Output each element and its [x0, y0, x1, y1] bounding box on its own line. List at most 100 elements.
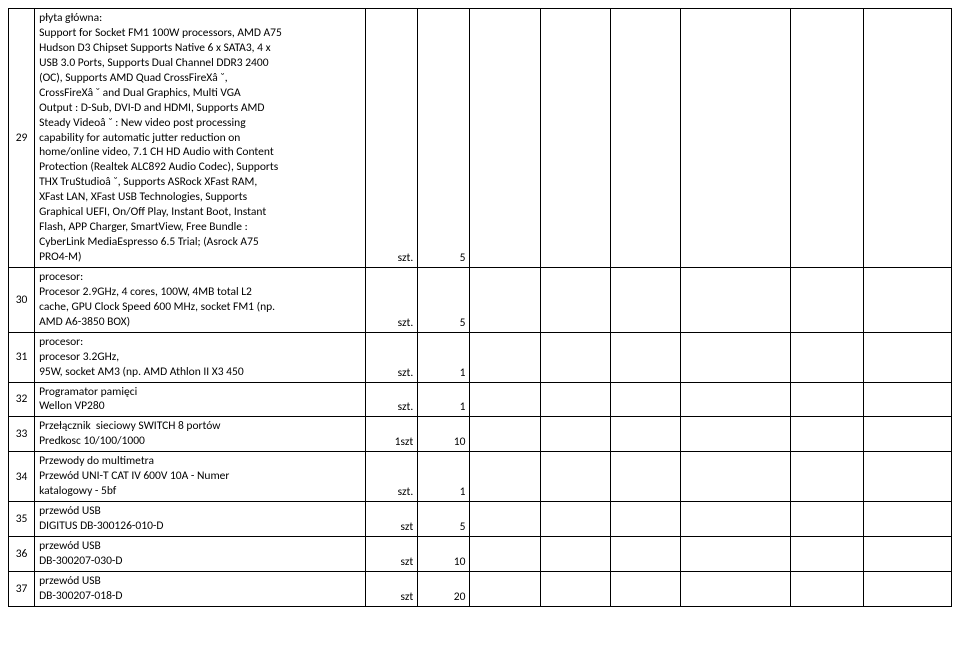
empty-cell	[791, 9, 863, 268]
row-number: 30	[9, 267, 35, 332]
empty-cell	[863, 9, 951, 268]
description-text: przewód USB DB-300207-030-D	[39, 539, 361, 569]
empty-cell	[610, 267, 680, 332]
row-unit: szt	[366, 536, 418, 571]
empty-cell	[610, 571, 680, 606]
empty-cell	[791, 452, 863, 502]
row-qty: 5	[418, 9, 470, 268]
row-unit: 1szt	[366, 417, 418, 452]
empty-cell	[470, 332, 540, 382]
empty-cell	[791, 332, 863, 382]
empty-cell	[681, 267, 791, 332]
empty-cell	[610, 417, 680, 452]
table-row: 31procesor: procesor 3.2GHz, 95W, socket…	[9, 332, 952, 382]
empty-cell	[610, 502, 680, 537]
row-number: 31	[9, 332, 35, 382]
empty-cell	[470, 452, 540, 502]
empty-cell	[681, 417, 791, 452]
empty-cell	[863, 571, 951, 606]
row-description: Przełącznik sieciowy SWITCH 8 portów Pre…	[35, 417, 366, 452]
row-unit: szt.	[366, 452, 418, 502]
empty-cell	[470, 417, 540, 452]
empty-cell	[470, 9, 540, 268]
table-row: 33Przełącznik sieciowy SWITCH 8 portów P…	[9, 417, 952, 452]
empty-cell	[863, 417, 951, 452]
empty-cell	[681, 332, 791, 382]
row-unit: szt	[366, 502, 418, 537]
row-qty: 1	[418, 332, 470, 382]
row-number: 37	[9, 571, 35, 606]
row-qty: 10	[418, 417, 470, 452]
row-qty: 5	[418, 502, 470, 537]
empty-cell	[681, 9, 791, 268]
empty-cell	[470, 536, 540, 571]
row-unit: szt.	[366, 267, 418, 332]
row-unit: szt.	[366, 332, 418, 382]
empty-cell	[863, 382, 951, 417]
empty-cell	[540, 9, 610, 268]
row-unit: szt.	[366, 9, 418, 268]
empty-cell	[610, 9, 680, 268]
empty-cell	[540, 382, 610, 417]
table-row: 37przewód USB DB-300207-018-Dszt20	[9, 571, 952, 606]
empty-cell	[863, 536, 951, 571]
description-text: Przełącznik sieciowy SWITCH 8 portów Pre…	[39, 419, 361, 449]
table-row: 30procesor: Procesor 2.9GHz, 4 cores, 10…	[9, 267, 952, 332]
empty-cell	[791, 267, 863, 332]
description-text: Programator pamięci Wellon VP280	[39, 385, 361, 415]
row-unit: szt	[366, 571, 418, 606]
row-description: przewód USB DB-300207-018-D	[35, 571, 366, 606]
empty-cell	[470, 571, 540, 606]
empty-cell	[470, 267, 540, 332]
empty-cell	[540, 452, 610, 502]
empty-cell	[540, 571, 610, 606]
empty-cell	[863, 267, 951, 332]
row-number: 29	[9, 9, 35, 268]
empty-cell	[791, 536, 863, 571]
row-number: 34	[9, 452, 35, 502]
empty-cell	[681, 382, 791, 417]
empty-cell	[863, 332, 951, 382]
empty-cell	[681, 502, 791, 537]
row-number: 35	[9, 502, 35, 537]
row-qty: 10	[418, 536, 470, 571]
row-description: płyta główna: Support for Socket FM1 100…	[35, 9, 366, 268]
row-qty: 5	[418, 267, 470, 332]
row-qty: 1	[418, 382, 470, 417]
empty-cell	[681, 452, 791, 502]
spec-table: 29płyta główna: Support for Socket FM1 1…	[8, 8, 952, 607]
empty-cell	[610, 332, 680, 382]
empty-cell	[791, 382, 863, 417]
empty-cell	[681, 536, 791, 571]
empty-cell	[791, 417, 863, 452]
empty-cell	[470, 502, 540, 537]
description-text: płyta główna: Support for Socket FM1 100…	[39, 11, 361, 265]
description-text: przewód USB DIGITUS DB-300126-010-D	[39, 504, 361, 534]
row-description: przewód USB DIGITUS DB-300126-010-D	[35, 502, 366, 537]
empty-cell	[470, 382, 540, 417]
empty-cell	[540, 267, 610, 332]
description-text: procesor: Procesor 2.9GHz, 4 cores, 100W…	[39, 270, 361, 330]
row-description: Przewody do multimetra Przewód UNI-T CAT…	[35, 452, 366, 502]
row-description: procesor: Procesor 2.9GHz, 4 cores, 100W…	[35, 267, 366, 332]
description-text: procesor: procesor 3.2GHz, 95W, socket A…	[39, 335, 361, 380]
empty-cell	[863, 452, 951, 502]
empty-cell	[540, 502, 610, 537]
description-text: przewód USB DB-300207-018-D	[39, 574, 361, 604]
empty-cell	[610, 382, 680, 417]
table-row: 36przewód USB DB-300207-030-Dszt10	[9, 536, 952, 571]
empty-cell	[540, 332, 610, 382]
empty-cell	[863, 502, 951, 537]
row-description: procesor: procesor 3.2GHz, 95W, socket A…	[35, 332, 366, 382]
empty-cell	[610, 452, 680, 502]
row-qty: 20	[418, 571, 470, 606]
row-description: Programator pamięci Wellon VP280	[35, 382, 366, 417]
empty-cell	[791, 571, 863, 606]
table-row: 34Przewody do multimetra Przewód UNI-T C…	[9, 452, 952, 502]
row-qty: 1	[418, 452, 470, 502]
row-number: 32	[9, 382, 35, 417]
row-number: 36	[9, 536, 35, 571]
row-description: przewód USB DB-300207-030-D	[35, 536, 366, 571]
empty-cell	[610, 536, 680, 571]
table-row: 29płyta główna: Support for Socket FM1 1…	[9, 9, 952, 268]
